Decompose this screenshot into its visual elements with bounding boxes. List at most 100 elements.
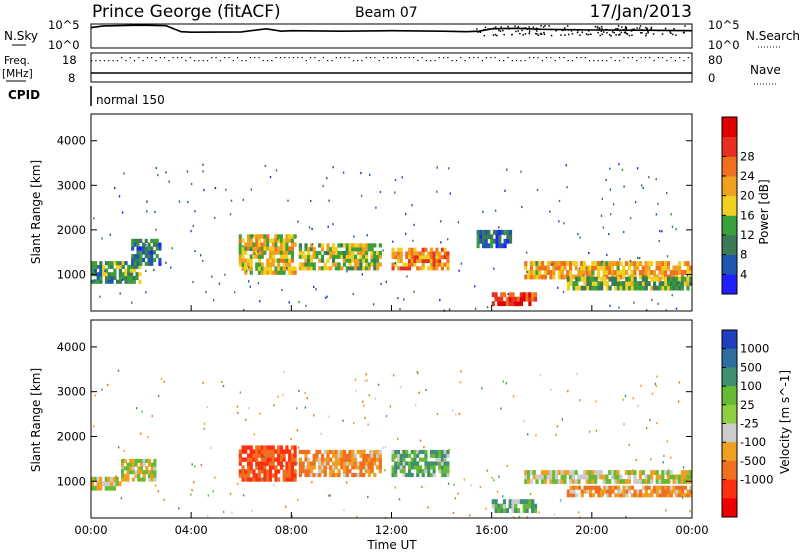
heatmap-cell — [320, 247, 325, 252]
heatmap-cell — [282, 258, 286, 263]
heatmap-cell — [500, 296, 504, 302]
heatmap-cell — [647, 270, 651, 275]
heatmap-cell — [268, 453, 272, 458]
heatmap-cell — [365, 243, 369, 248]
noise-search-dot — [590, 33, 592, 35]
scatter-echo — [187, 201, 189, 204]
heatmap-cell — [342, 453, 347, 458]
heatmap-cell — [326, 449, 330, 455]
heatmap-cell — [353, 472, 358, 478]
heatmap-cell — [104, 268, 109, 273]
heatmap-cell — [279, 234, 283, 239]
scatter-echo — [313, 285, 315, 288]
heatmap-cell — [391, 255, 395, 260]
scatter-echo — [567, 390, 569, 393]
heatmap-cell — [569, 474, 573, 480]
heatmap-cell — [446, 255, 450, 260]
scatter-echo — [405, 232, 407, 235]
heatmap-cell — [525, 292, 529, 298]
heatmap-cell — [288, 262, 292, 267]
heatmap-cell — [588, 270, 592, 275]
heatmap-cell — [566, 285, 570, 291]
scatter-echo — [364, 449, 366, 452]
scatter-echo — [193, 481, 195, 484]
nave-dot — [593, 60, 595, 62]
heatmap-cell — [528, 499, 532, 505]
heatmap-cell — [148, 477, 152, 482]
scatter-echo — [648, 176, 650, 179]
heatmap-cell — [418, 255, 422, 260]
scatter-echo — [282, 393, 284, 396]
nave-dot — [164, 57, 166, 59]
heatmap-cell — [271, 250, 275, 255]
heatmap-cell — [323, 461, 327, 466]
scatter-echo — [384, 446, 387, 449]
heatmap-cell — [340, 457, 344, 462]
scatter-echo — [157, 174, 159, 177]
scatter-echo — [93, 217, 95, 220]
heatmap-cell — [661, 285, 665, 291]
nave-dot — [254, 57, 256, 59]
heatmap-cell — [268, 254, 272, 259]
heatmap-cell — [356, 461, 360, 466]
heatmap-cell — [608, 479, 612, 484]
noise-search-dot — [479, 31, 482, 34]
heatmap-cell — [288, 258, 292, 263]
heatmap-cell — [586, 485, 590, 490]
heatmap-cell — [580, 265, 584, 271]
heatmap-cell — [293, 270, 297, 275]
heatmap-cell — [137, 473, 141, 478]
heatmap-cell — [664, 261, 668, 266]
heatmap-cell — [678, 281, 682, 286]
heatmap-cell — [408, 262, 412, 267]
heatmap-cell — [484, 243, 488, 249]
heatmap-cell — [644, 276, 648, 282]
heatmap-cell — [107, 279, 111, 284]
scatter-echo — [230, 199, 233, 202]
noise-search-dot — [563, 28, 566, 31]
heatmap-cell — [616, 285, 621, 291]
heatmap-cell — [624, 470, 629, 475]
scatter-echo — [291, 515, 293, 518]
noise-search-dot — [621, 26, 623, 28]
heatmap-cell — [653, 485, 657, 490]
heatmap-cell — [669, 470, 673, 475]
heatmap-cell — [247, 258, 251, 263]
scatter-echo — [285, 505, 287, 508]
x-tick-label: 04:00 — [175, 523, 208, 537]
noise-search-dot — [596, 26, 599, 28]
scatter-echo — [623, 423, 625, 426]
heatmap-cell — [268, 266, 272, 271]
scatter-echo — [447, 238, 449, 241]
noise-search-dot — [568, 33, 570, 36]
noise-search-dot — [524, 27, 527, 29]
scatter-echo — [237, 411, 239, 414]
power-cbar-segment — [722, 215, 737, 236]
scatter-echo — [498, 226, 500, 229]
heatmap-cell — [255, 477, 259, 482]
heatmap-cell — [309, 247, 314, 252]
heatmap-cell — [279, 449, 283, 454]
heatmap-cell — [113, 261, 117, 266]
velocity-cbar-segment — [722, 442, 737, 462]
scatter-echo — [377, 383, 380, 386]
heatmap-cell — [110, 485, 114, 491]
heatmap-cell — [241, 457, 245, 462]
heatmap-cell — [652, 270, 657, 275]
heatmap-cell — [613, 470, 617, 475]
heatmap-cell — [399, 457, 403, 462]
noise-search-dot — [540, 25, 542, 27]
heatmap-cell — [543, 474, 547, 480]
heatmap-cell — [266, 270, 270, 275]
scatter-echo — [452, 511, 455, 514]
scatter-echo — [523, 420, 525, 423]
scatter-echo — [493, 479, 495, 482]
heatmap-cell — [479, 234, 483, 240]
heatmap-cell — [290, 461, 294, 466]
heatmap-cell — [247, 473, 251, 478]
heatmap-cell — [529, 261, 533, 266]
noise-search-dot — [573, 28, 576, 31]
heatmap-cell — [318, 469, 322, 474]
heatmap-cell — [429, 461, 433, 466]
noise-search-dot — [550, 34, 553, 37]
